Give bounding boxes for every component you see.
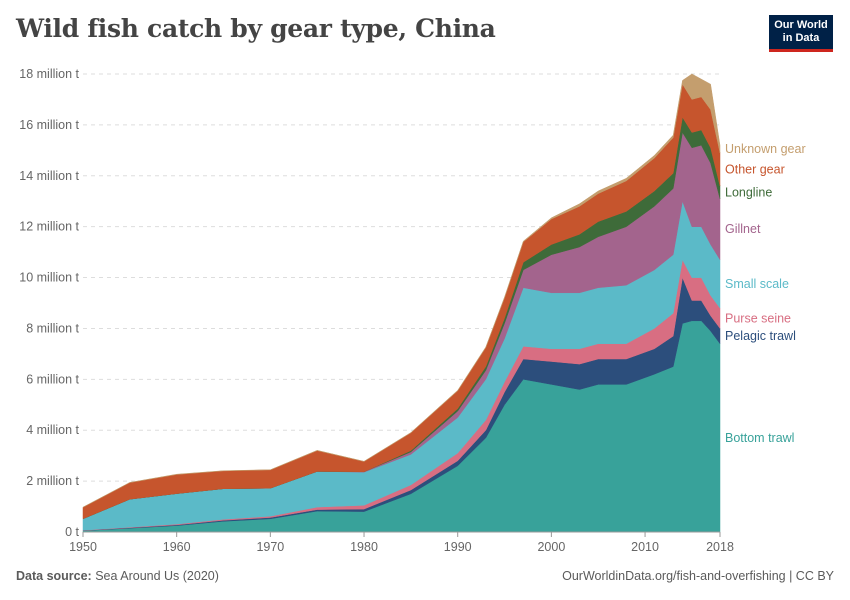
area-unknown-gear[interactable] — [82, 73, 721, 508]
x-tick-label: 2000 — [537, 540, 565, 554]
legend-label-pelagic-trawl[interactable]: Pelagic trawl — [725, 329, 796, 343]
axis-layer: 0 t 2 million t 4 million t 6 million t 8 mi… — [19, 67, 734, 554]
legend-label-unknown-gear[interactable]: Unknown gear — [725, 142, 806, 156]
y-tick-label: 0 t — [65, 525, 79, 539]
y-tick-label: 10 million t — [19, 271, 79, 285]
series-label-layer: Bottom trawl Pelagic trawl Purse seine Smal… — [725, 142, 806, 445]
logo-line-1: Our World — [774, 19, 828, 31]
owid-logo[interactable]: Our World in Data — [769, 15, 833, 52]
footer-link[interactable]: OurWorldinData.org/fish-and-overfishing … — [562, 569, 834, 583]
legend-label-bottom-trawl[interactable]: Bottom trawl — [725, 431, 794, 445]
legend-label-gillnet[interactable]: Gillnet — [725, 222, 761, 236]
y-tick-label: 18 million t — [19, 67, 79, 81]
y-tick-label: 16 million t — [19, 118, 79, 132]
legend-label-purse-seine[interactable]: Purse seine — [725, 311, 791, 325]
x-tick-label: 1960 — [163, 540, 191, 554]
logo-line-2: in Data — [782, 32, 820, 44]
y-tick-label: 14 million t — [19, 169, 79, 183]
x-tick-label: 2010 — [631, 540, 659, 554]
y-tick-label: 4 million t — [26, 423, 79, 437]
y-tick-label: 12 million t — [19, 220, 79, 234]
y-tick-label: 2 million t — [26, 474, 79, 488]
x-tick-label: 2018 — [706, 540, 734, 554]
chart-title: Wild fish catch by gear type, China — [16, 14, 496, 43]
legend-label-longline[interactable]: Longline — [725, 185, 772, 199]
legend-label-other-gear[interactable]: Other gear — [725, 162, 785, 176]
data-source-label: Data source: — [16, 569, 92, 583]
data-source: Data source: Sea Around Us (2020) — [16, 569, 219, 583]
y-tick-label: 6 million t — [26, 372, 79, 386]
x-tick-label: 1950 — [69, 540, 97, 554]
x-tick-label: 1990 — [444, 540, 472, 554]
area-layer — [82, 73, 721, 533]
x-tick-label: 1970 — [256, 540, 284, 554]
x-tick-label: 1980 — [350, 540, 378, 554]
legend-label-small-scale[interactable]: Small scale — [725, 277, 789, 291]
data-source-text: Sea Around Us (2020) — [95, 569, 219, 583]
y-tick-label: 8 million t — [26, 321, 79, 335]
